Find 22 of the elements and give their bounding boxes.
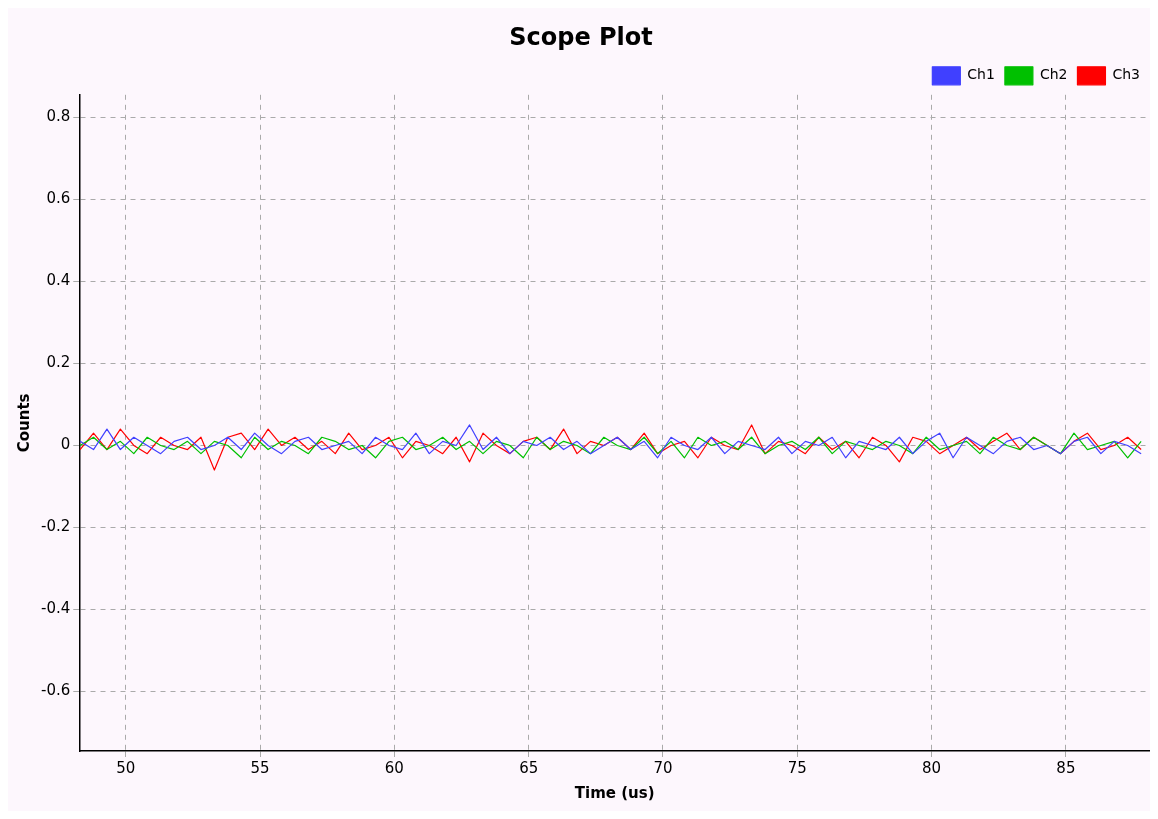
y-tick-label: 0.6 <box>46 189 71 208</box>
x-axis-title: Time (us) <box>574 783 655 802</box>
x-tick-label: 85 <box>1056 758 1076 777</box>
x-tick-label: 80 <box>922 758 942 777</box>
y-tick-label: -0.2 <box>40 517 71 536</box>
x-tick-label: 75 <box>787 758 807 777</box>
y-axis-title: Counts <box>14 393 33 453</box>
legend-label: Ch3 <box>1112 66 1141 83</box>
x-tick-label: 55 <box>250 758 270 777</box>
legend-label: Ch1 <box>967 66 995 83</box>
y-tick-label: 0.4 <box>46 271 71 290</box>
y-tick-label: 0 <box>60 435 71 454</box>
legend-label: Ch2 <box>1039 66 1068 83</box>
x-tick-label: 70 <box>653 758 673 777</box>
y-tick-label: 0.2 <box>46 353 71 372</box>
chart-title: Scope Plot <box>509 22 653 51</box>
y-tick-label: -0.6 <box>40 681 71 700</box>
x-tick-label: 50 <box>116 758 136 777</box>
y-tick-label: 0.8 <box>46 107 71 126</box>
x-tick-label: 65 <box>519 758 539 777</box>
x-tick-label: 60 <box>384 758 404 777</box>
y-tick-label: -0.4 <box>40 599 71 618</box>
